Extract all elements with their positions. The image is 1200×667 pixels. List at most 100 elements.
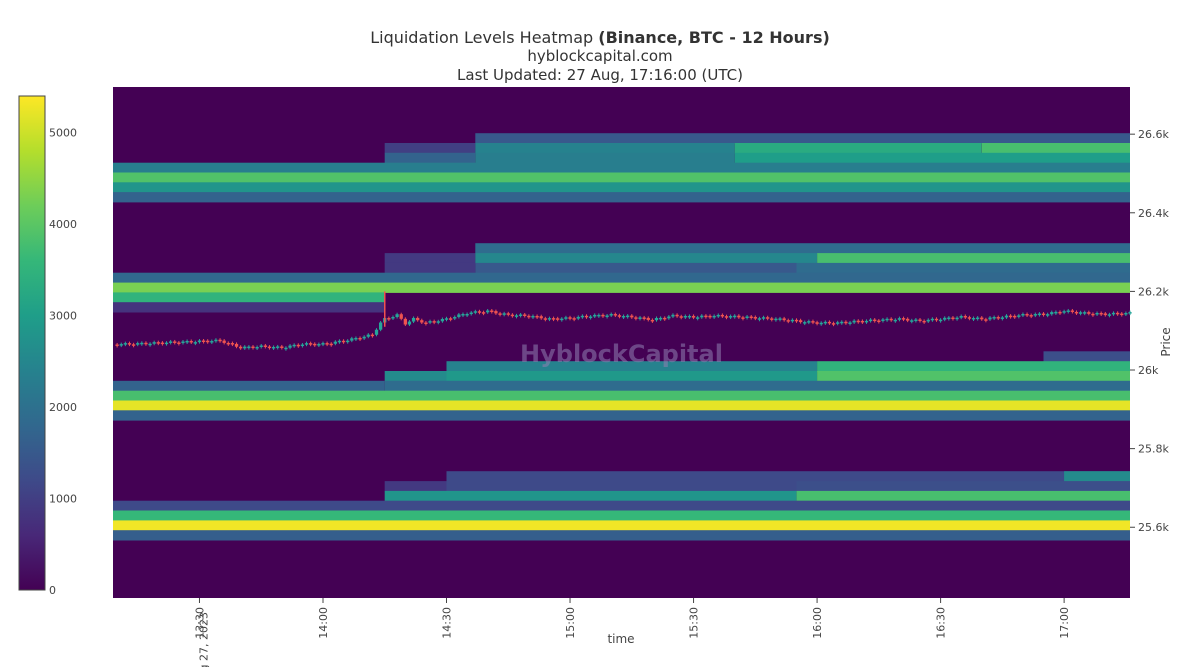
colorbar-tick-label: 5000 xyxy=(49,127,77,140)
candle xyxy=(893,319,897,322)
candle xyxy=(568,317,572,319)
candle xyxy=(477,311,482,313)
candle xyxy=(1099,312,1103,315)
candle xyxy=(313,343,317,346)
candle xyxy=(852,320,856,323)
candle xyxy=(827,321,832,324)
candle xyxy=(576,316,580,319)
x-tick-label: 15:30 xyxy=(688,607,701,639)
candle xyxy=(457,314,461,317)
heatmap-cell xyxy=(113,510,1130,521)
candle xyxy=(1013,315,1017,318)
candle xyxy=(930,318,935,321)
x-tick-label: 15:00 xyxy=(564,607,577,639)
candle xyxy=(749,316,753,319)
candle xyxy=(531,315,535,318)
y-tick-label: 25.6k xyxy=(1138,521,1169,534)
candle xyxy=(724,316,729,318)
candle xyxy=(201,340,206,343)
candle xyxy=(1046,314,1050,316)
candle xyxy=(411,317,416,322)
candle xyxy=(1050,312,1054,315)
candle xyxy=(206,340,210,343)
candle xyxy=(630,315,634,318)
candle xyxy=(243,346,247,349)
heatmap-cell xyxy=(113,292,385,303)
candle xyxy=(1087,312,1091,314)
candle xyxy=(424,322,428,325)
candle xyxy=(304,343,309,345)
candle xyxy=(572,318,576,320)
candle xyxy=(1116,312,1120,315)
candle xyxy=(971,317,976,320)
candle xyxy=(560,318,564,321)
candle xyxy=(786,320,790,322)
candle xyxy=(943,317,947,320)
candle xyxy=(646,317,650,320)
candle xyxy=(1008,315,1013,318)
chart-title-main: Liquidation Levels Heatmap xyxy=(370,28,599,47)
candle xyxy=(901,318,906,320)
candle xyxy=(609,314,613,316)
candle xyxy=(918,319,922,322)
candle xyxy=(226,342,230,345)
candle xyxy=(885,318,889,321)
candle xyxy=(222,340,226,343)
candle xyxy=(564,317,568,319)
candle xyxy=(284,347,288,350)
candle xyxy=(251,346,255,349)
candle xyxy=(136,343,140,345)
x-tick-label: 13:30 xyxy=(193,607,206,639)
candle xyxy=(494,311,498,314)
y-axis-title: Price xyxy=(1159,327,1173,356)
candle xyxy=(687,315,692,318)
heatmap-cell xyxy=(113,192,1130,203)
plot-area[interactable]: HyblockCapital xyxy=(113,87,1132,598)
heatmap-cell xyxy=(796,481,1130,492)
heatmap-cell xyxy=(446,481,797,492)
candle xyxy=(300,344,305,347)
candle xyxy=(745,316,749,319)
candle xyxy=(803,322,807,324)
candle xyxy=(432,321,436,323)
heatmap-cell xyxy=(384,262,476,274)
candle xyxy=(860,320,865,323)
candle xyxy=(877,320,881,323)
candle xyxy=(428,321,432,323)
candle xyxy=(811,321,815,323)
heatmap-cell xyxy=(796,262,1130,274)
candle xyxy=(160,342,165,345)
candle xyxy=(815,322,819,324)
candle xyxy=(1000,317,1005,319)
candle xyxy=(831,323,836,325)
candle xyxy=(1120,313,1124,316)
heatmap-cell xyxy=(113,302,385,313)
candle xyxy=(959,315,963,318)
candle xyxy=(844,321,848,324)
heatmap-cell xyxy=(113,380,385,392)
candle xyxy=(868,319,873,322)
candle xyxy=(535,315,539,318)
candle xyxy=(1037,313,1042,316)
candle xyxy=(280,346,284,349)
candle xyxy=(782,318,786,321)
candle xyxy=(547,318,552,320)
candle xyxy=(374,329,379,335)
candle xyxy=(934,318,939,321)
candle xyxy=(448,318,453,320)
candle xyxy=(255,347,259,349)
candle xyxy=(1066,310,1070,312)
candle xyxy=(358,337,362,340)
heatmap-cell xyxy=(384,253,476,264)
heatmap-cell xyxy=(113,162,1130,173)
chart-title: Liquidation Levels Heatmap (Binance, BTC… xyxy=(0,28,1200,47)
candle xyxy=(675,314,679,317)
candle xyxy=(498,313,502,315)
candle xyxy=(144,342,148,345)
heatmap-cell xyxy=(796,490,1130,502)
candle xyxy=(864,320,869,323)
candle xyxy=(346,340,350,343)
price-candles xyxy=(115,291,1132,351)
candle xyxy=(210,341,214,343)
